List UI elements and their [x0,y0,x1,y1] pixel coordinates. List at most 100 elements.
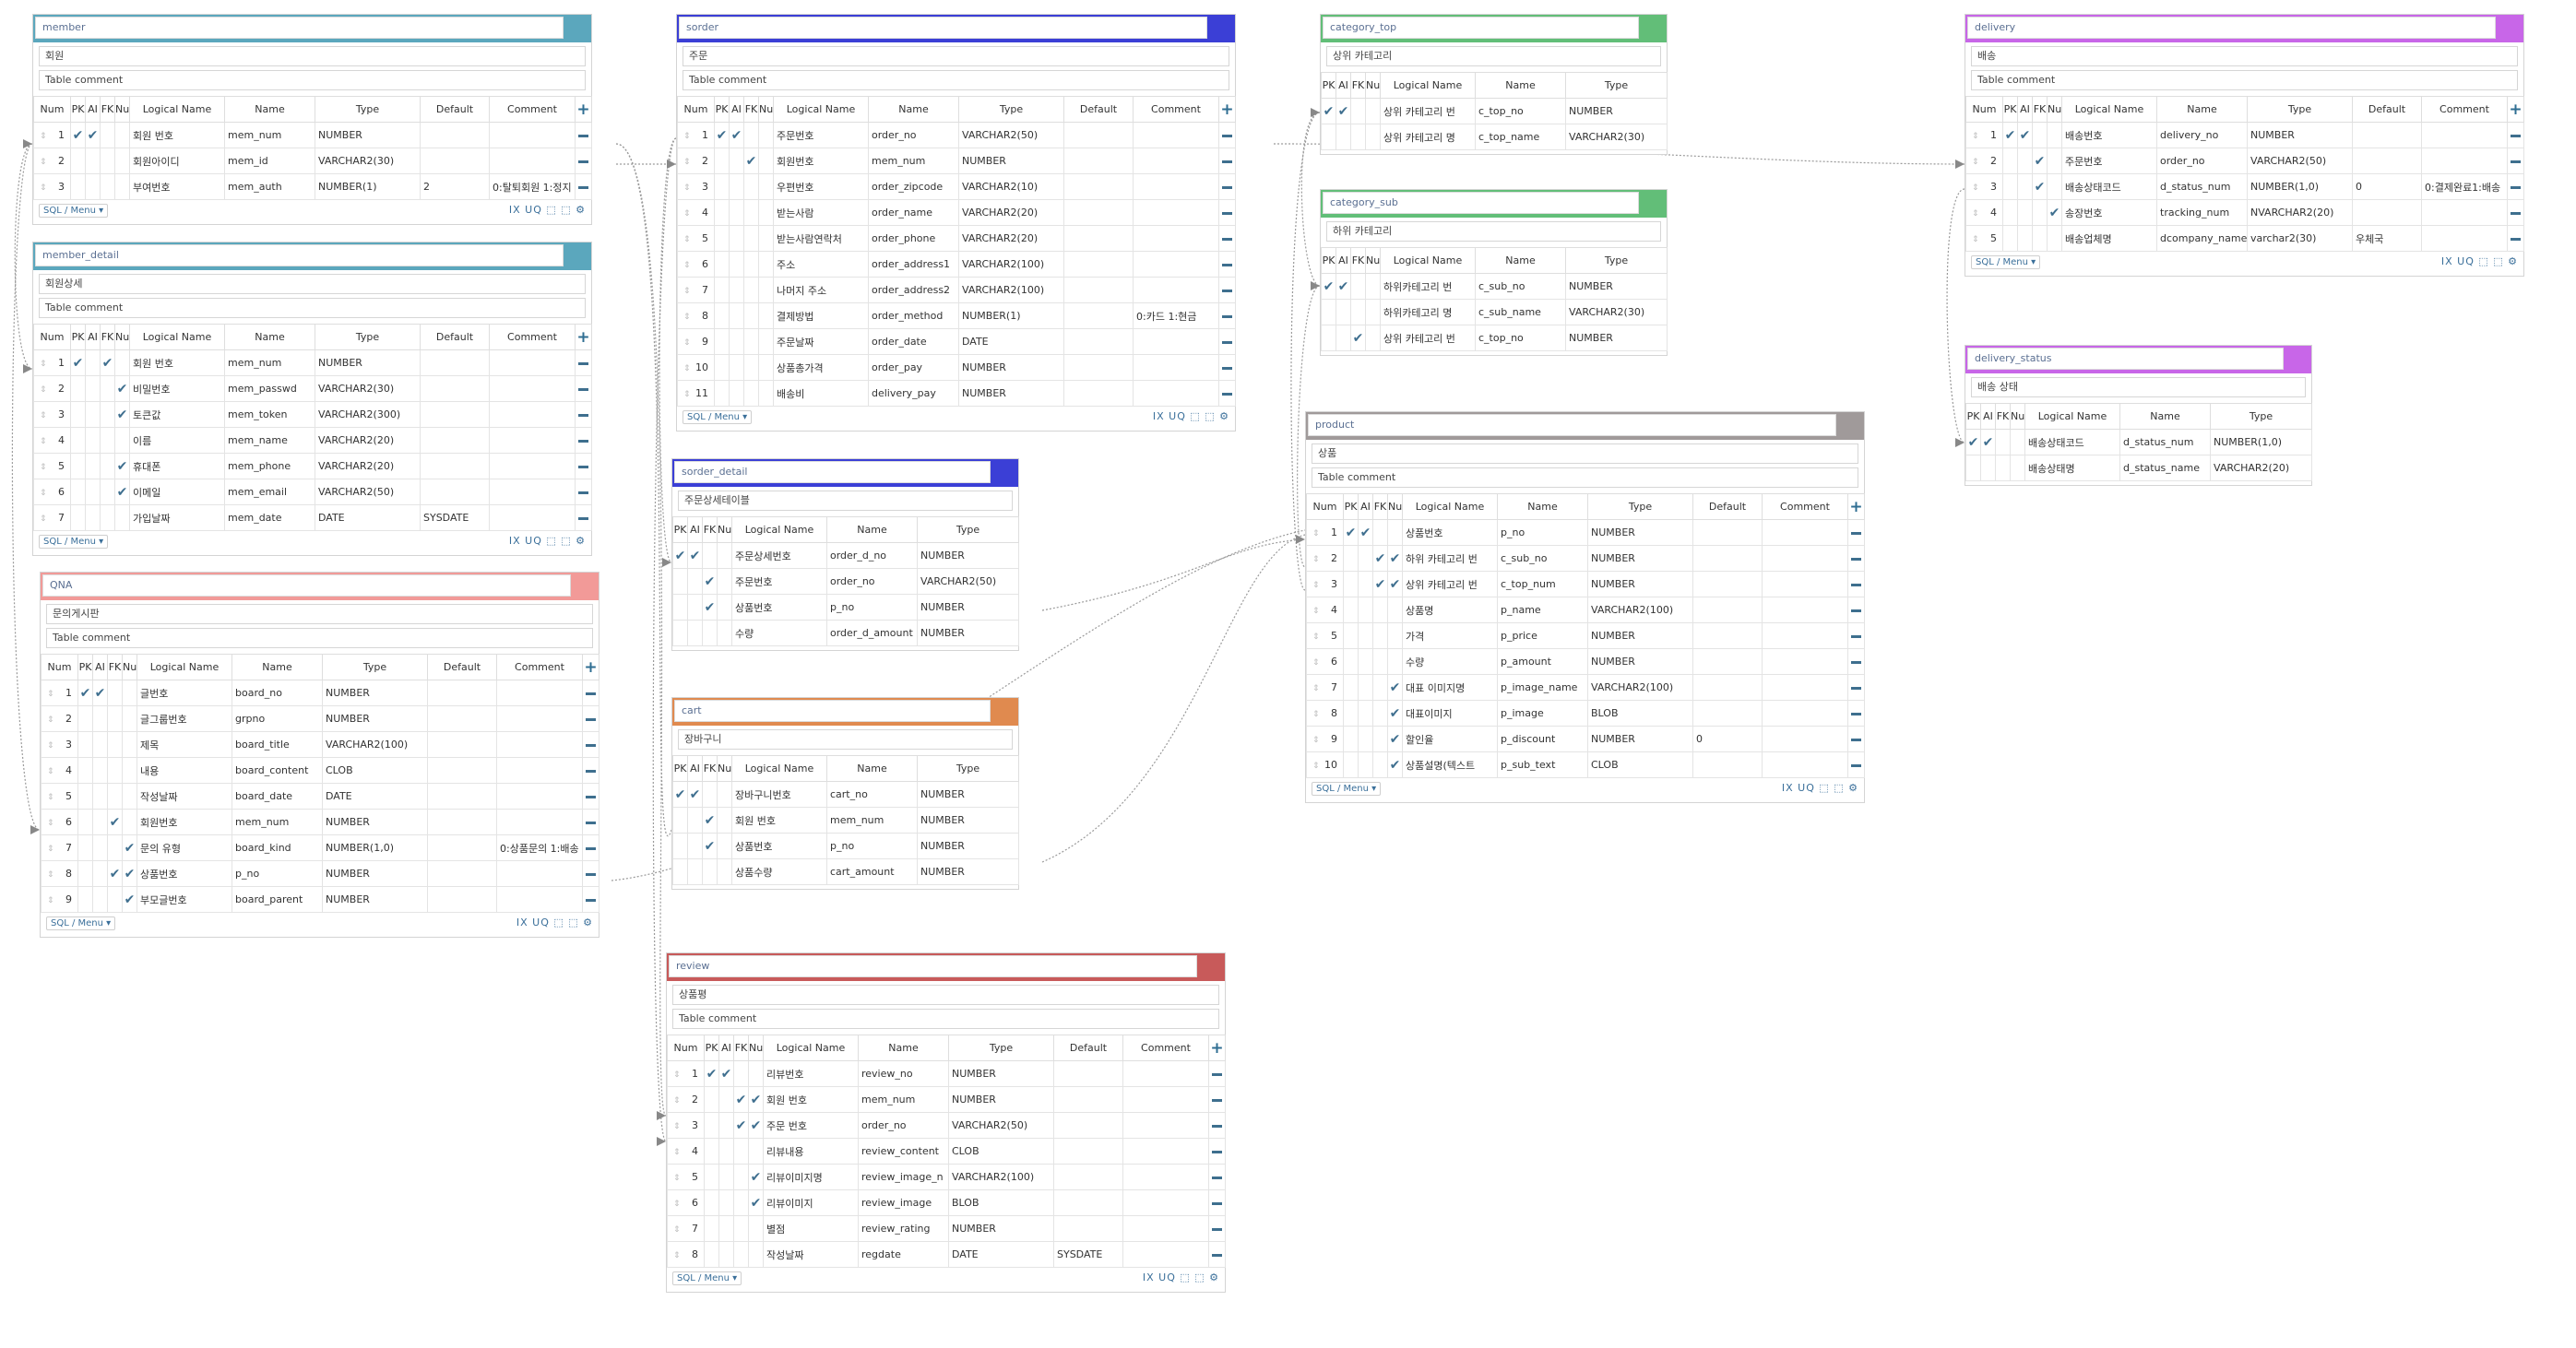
column-logical-name[interactable]: 작성날짜 [137,783,232,810]
column-default[interactable] [1063,225,1134,252]
column-type[interactable]: NUMBER [322,680,428,706]
null-toggle[interactable] [758,251,774,278]
column-default[interactable] [420,401,490,428]
drag-handle-icon[interactable]: ⇕ [683,158,691,167]
null-toggle[interactable] [758,328,774,355]
fk-toggle[interactable]: ✔ [702,807,718,834]
table-comment-field[interactable]: Table comment [672,1009,1219,1029]
column-type[interactable]: NUMBER [917,858,1019,885]
column-row[interactable]: ✔ 회원 번호 mem_num NUMBER [672,807,1019,834]
add-column-button[interactable]: + [575,96,592,123]
drag-handle-icon[interactable]: ⇕ [47,896,54,905]
null-toggle[interactable] [758,302,774,329]
pk-toggle[interactable] [70,427,86,454]
ai-toggle[interactable] [1358,674,1373,701]
column-logical-name[interactable]: 리뷰이미지 [763,1189,859,1216]
table-header[interactable]: sorder [677,15,1235,42]
pk-toggle[interactable] [714,173,730,200]
fk-toggle[interactable] [107,886,123,913]
column-name[interactable]: delivery_no [2156,122,2248,148]
column-comment[interactable] [489,479,576,505]
sql-menu-button[interactable]: SQL / Menu ▾ [39,204,109,218]
null-toggle[interactable]: ✔ [114,401,130,428]
column-logical-name[interactable]: 우편번호 [773,173,869,200]
ai-toggle[interactable] [687,807,703,834]
ai-toggle[interactable] [1358,726,1373,752]
column-name[interactable]: mem_num [826,807,918,834]
column-logical-name[interactable]: 가입날짜 [129,504,225,531]
table-name[interactable]: QNA [42,574,571,597]
column-type[interactable]: DATE [315,504,421,531]
column-num[interactable]: ⇕ 2 [677,148,715,174]
remove-column-button[interactable] [1218,199,1236,226]
null-toggle[interactable]: ✔ [2047,199,2062,226]
pk-toggle[interactable]: ✔ [1321,98,1336,124]
pk-toggle[interactable] [672,858,688,885]
ai-toggle[interactable] [92,886,108,913]
column-row[interactable]: ⇕ 1 ✔ ✔ 배송번호 delivery_no NUMBER [1965,122,2524,148]
footer-tools[interactable]: IX UQ ⬚ ⬚ ⚙ [1152,410,1229,422]
column-num[interactable]: ⇕ 6 [41,809,78,835]
column-num[interactable]: ⇕ 7 [667,1215,705,1242]
pk-toggle[interactable] [1343,622,1359,649]
column-comment[interactable] [489,349,576,376]
column-name[interactable]: order_no [868,122,959,148]
null-toggle[interactable] [758,199,774,226]
column-default[interactable] [427,783,497,810]
null-toggle[interactable] [2047,173,2062,200]
remove-column-button[interactable] [582,834,599,861]
column-logical-name[interactable]: 배송번호 [2061,122,2157,148]
pk-toggle[interactable] [77,783,93,810]
column-name[interactable]: mem_num [224,122,315,148]
column-name[interactable]: order_name [868,199,959,226]
ai-toggle[interactable] [1335,124,1351,150]
column-comment[interactable] [2421,122,2508,148]
column-comment[interactable] [1122,1164,1209,1190]
column-default[interactable] [1053,1112,1123,1139]
column-type[interactable]: VARCHAR2(10) [958,173,1064,200]
remove-column-button[interactable] [1218,380,1236,407]
column-comment[interactable]: 0:상품문의 1:배송 [496,834,583,861]
column-type[interactable]: VARCHAR2(50) [958,122,1064,148]
table-name[interactable]: sorder_detail [674,461,991,483]
drag-handle-icon[interactable]: ⇕ [47,845,54,854]
drag-handle-icon[interactable]: ⇕ [1312,529,1320,538]
null-toggle[interactable] [748,1241,764,1268]
column-name[interactable]: mem_name [224,427,315,454]
column-name[interactable]: cart_no [826,781,918,808]
null-toggle[interactable] [758,225,774,252]
column-logical-name[interactable]: 하위카테고리 명 [1380,299,1476,325]
add-column-button[interactable]: + [2507,96,2524,123]
remove-column-button[interactable] [582,809,599,835]
null-toggle[interactable]: ✔ [748,1164,764,1190]
ai-toggle[interactable] [718,1215,734,1242]
pk-toggle[interactable] [714,328,730,355]
column-row[interactable]: ⇕ 4 리뷰내용 review_content CLOB [667,1138,1226,1165]
ai-toggle[interactable] [1358,545,1373,572]
column-row[interactable]: ⇕ 2 ✔ 비밀번호 mem_passwd VARCHAR2(30) [33,375,592,402]
column-default[interactable] [420,148,490,174]
table-header[interactable]: QNA [41,573,599,600]
fk-toggle[interactable] [100,401,115,428]
column-logical-name[interactable]: 주문날짜 [773,328,869,355]
column-default[interactable]: SYSDATE [420,504,490,531]
column-num[interactable]: ⇕ 5 [667,1164,705,1190]
fk-toggle[interactable] [2032,122,2048,148]
column-comment[interactable] [1762,700,1848,727]
column-type[interactable]: VARCHAR2(20) [958,225,1064,252]
column-comment[interactable] [1133,225,1219,252]
column-row[interactable]: ⇕ 3 ✔ ✔ 상위 카테고리 번 c_top_num NUMBER [1306,571,1865,597]
null-toggle[interactable] [1365,325,1381,351]
column-num[interactable]: ⇕ 2 [1965,148,2003,174]
column-logical-name[interactable]: 주문상세번호 [731,542,827,569]
column-name[interactable]: order_phone [868,225,959,252]
remove-column-button[interactable] [575,453,592,479]
column-comment[interactable] [1762,597,1848,623]
fk-toggle[interactable]: ✔ [107,860,123,887]
drag-handle-icon[interactable]: ⇕ [1312,633,1320,642]
column-logical-name[interactable]: 리뷰번호 [763,1060,859,1087]
ai-toggle[interactable] [85,479,101,505]
column-default[interactable] [1063,380,1134,407]
column-name[interactable]: p_no [826,594,918,621]
table-member_detail[interactable]: member_detail 회원상세 Table comment Num PK AI FK N… [32,242,592,556]
